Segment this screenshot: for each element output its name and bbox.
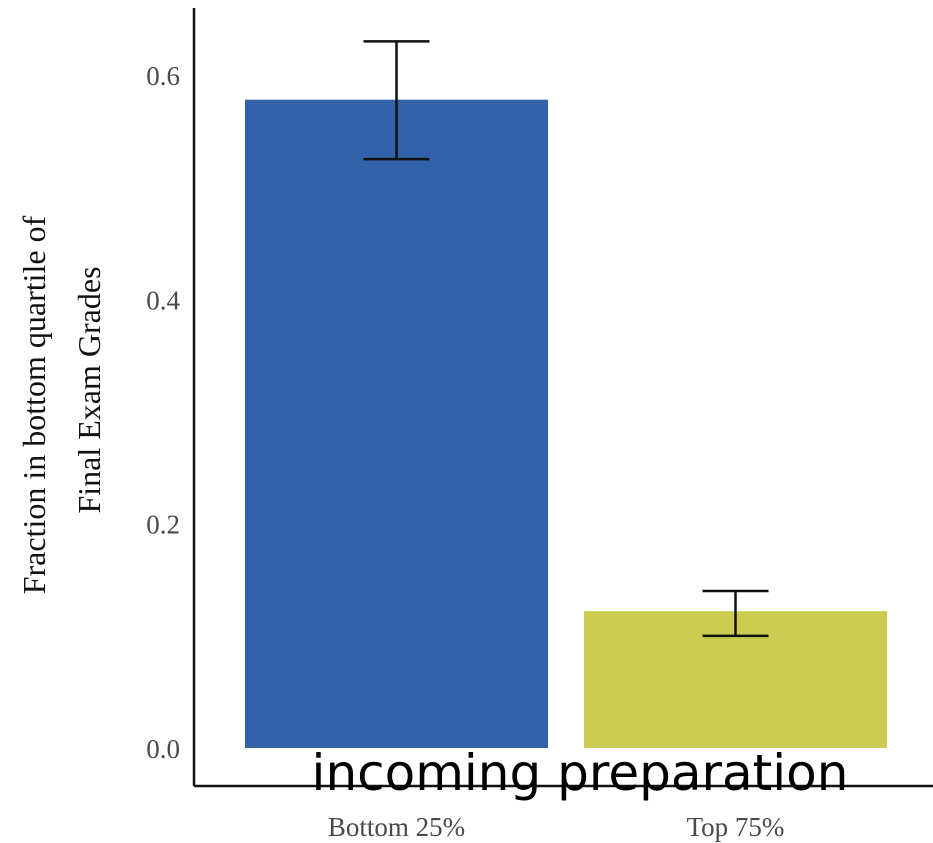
y-axis-label-line-2: Final Exam Grades bbox=[71, 266, 107, 513]
bar-0 bbox=[245, 99, 548, 749]
y-tick-labels: 0.0 0.2 0.4 0.6 bbox=[146, 61, 180, 764]
x-tick-labels: Bottom 25% Top 75% bbox=[328, 812, 785, 842]
x-axis-label: incoming preparation bbox=[312, 744, 849, 802]
bars-group bbox=[245, 99, 887, 749]
y-tick-label-1: 0.2 bbox=[146, 510, 180, 540]
y-tick-label-3: 0.6 bbox=[146, 61, 180, 91]
x-tick-label-0: Bottom 25% bbox=[328, 812, 465, 842]
y-tick-label-2: 0.4 bbox=[146, 285, 180, 315]
y-axis-label-line-1: Fraction in bottom quartile of bbox=[16, 215, 52, 594]
error-bars-group bbox=[363, 40, 769, 638]
y-tick-label-0: 0.0 bbox=[146, 734, 180, 764]
x-tick-label-1: Top 75% bbox=[687, 812, 785, 842]
